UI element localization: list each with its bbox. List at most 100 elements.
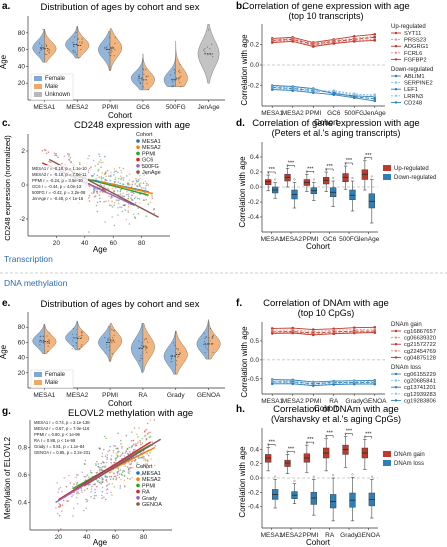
panel-label: a. [2,1,11,12]
scatter-point-500FG [95,204,98,207]
legend-label: cg06639320 [404,336,436,342]
scatter-point-PPMI [122,183,124,185]
legend-label: DNAm loss [394,461,424,467]
scatter-point-MESA2 [138,427,140,430]
scatter-point-RA [101,497,103,500]
scatter-point-MESA1 [106,458,108,461]
x-tick-label: GC6 [136,104,150,111]
panel-label: e. [2,298,11,309]
section-label-dna-methylation: DNA methylation [4,278,68,288]
violin-point [104,352,106,354]
box-down-500FG-box [349,189,356,200]
box-up-500FG-box [342,173,349,182]
scatter-point-GC6 [54,154,56,156]
violin-point [48,342,50,344]
scatter-point-500FG [105,200,107,203]
scatter-point-MESA1 [108,483,111,485]
series-line-cg13741201 [272,381,375,385]
y-tick-label: 0.4 [18,500,27,507]
series-point-LRRN3 [373,94,377,98]
box-down-MESA2-outlier [293,178,296,181]
scatter-point-Grady [114,475,117,478]
scatter-point-MESA2 [139,174,141,177]
legend-label: 500FG [142,164,159,170]
violin-point [203,343,205,346]
scatter-point-MESA2 [111,196,113,199]
scatter-point-PPMI [88,155,90,157]
series-point-FGFBP2 [291,40,295,43]
scatter-point-500FG [92,188,95,191]
scatter-point-500FG [111,200,113,202]
y-tick-label: -0.2 [248,83,260,90]
scatter-point-GENOA [141,442,144,445]
scatter-point-MESA1 [113,171,116,173]
scatter-point-PPMI [99,155,101,158]
y-tick-label: 0.0 [250,184,259,191]
legend-swatch-female [34,76,42,81]
violin-right-PPMI [109,323,123,362]
panel-e-age-distribution-methylation: e. Distribution of ages by cohort and se… [0,298,225,408]
significance-label: *** [288,160,295,166]
violin-point [179,71,181,74]
x-tick-label: GENOA [363,398,387,405]
legend-swatch-grady [136,496,140,500]
violin-point [45,43,47,45]
x-tick-label: PPMI [305,398,321,405]
scatter-point-GC6 [45,152,48,155]
scatter-point-Grady [87,484,90,486]
significance-label: *** [365,431,372,437]
panel-d-peters-boxplot: d. Correlation of gene expression with a… [236,118,436,251]
violin-point [212,336,214,338]
scatter-point-PPMI [117,468,120,470]
series-point-CD248 [332,93,336,97]
y-tick-label: 0.2 [250,461,259,468]
violin-point [113,55,115,57]
chart-title: Distribution of ages by cohort and sex [41,2,200,13]
violin-point [212,343,214,345]
significance-label: *** [307,166,314,172]
scatter-point-MESA1 [131,183,134,186]
violin-point [177,356,179,358]
scatter-point-Grady [89,483,91,486]
scatter-point-GENOA [96,471,99,474]
scatter-point-RA [135,444,138,447]
scatter-point-MESA2 [144,458,147,460]
legend-swatch-ppmi [136,151,140,156]
violin-point [144,345,146,347]
violin-point [71,348,73,350]
scatter-point-GENOA [83,489,86,492]
scatter-point-PPMI [127,183,129,186]
series-line-cg12939283 [272,382,375,386]
chart-subtitle: (Varshavsky et al.'s aging CpGs) [271,414,401,424]
series-point-SYT11 [373,32,377,36]
violin-point [208,337,210,339]
significance-bracket [267,171,276,174]
scatter-point-MESA2 [125,218,128,221]
scatter-point-PPMI [120,473,123,475]
violin-full-JenAge [197,24,220,84]
scatter-point-GENOA [85,498,87,501]
scatter-point-500FG [117,207,119,209]
legend-marker [394,386,398,389]
significance-label: *** [346,429,353,435]
y-axis-label: Age [0,54,8,69]
scatter-point-MESA2 [128,179,131,181]
x-tick-label: 60 [112,534,120,541]
x-tick-label: GC6 [327,110,341,117]
scatter-point-JenAge [57,156,59,158]
legend-label: Female [45,372,66,378]
scatter-point-Grady [95,463,97,465]
scatter-point-PPMI [121,471,124,474]
scatter-point-RA [84,479,87,481]
scatter-point-PPMI [130,431,133,433]
y-tick-label: -0.5 [248,376,260,383]
scatter-point-PPMI [96,174,98,177]
violin-point [171,85,173,88]
series-line-cg06155229 [272,379,375,383]
scatter-point-PPMI [112,477,115,480]
scatter-point-JenAge [69,157,72,159]
violin-point [104,337,106,339]
scatter-point-MESA1 [109,445,111,448]
scatter-point-GENOA [119,469,122,471]
